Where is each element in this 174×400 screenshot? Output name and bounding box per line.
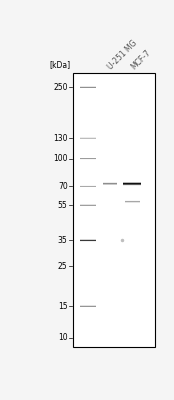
Text: 130: 130 — [53, 134, 68, 143]
Bar — [73, 73, 155, 347]
Text: 70: 70 — [58, 182, 68, 191]
Text: [kDa]: [kDa] — [49, 60, 70, 70]
Text: 15: 15 — [58, 302, 68, 311]
Text: U-251 MG: U-251 MG — [106, 38, 139, 71]
Text: 55: 55 — [58, 201, 68, 210]
Text: 10: 10 — [58, 333, 68, 342]
Text: 25: 25 — [58, 262, 68, 271]
Text: 250: 250 — [53, 83, 68, 92]
Text: MCF-7: MCF-7 — [129, 48, 152, 71]
Text: 35: 35 — [58, 236, 68, 245]
Text: 100: 100 — [53, 154, 68, 163]
